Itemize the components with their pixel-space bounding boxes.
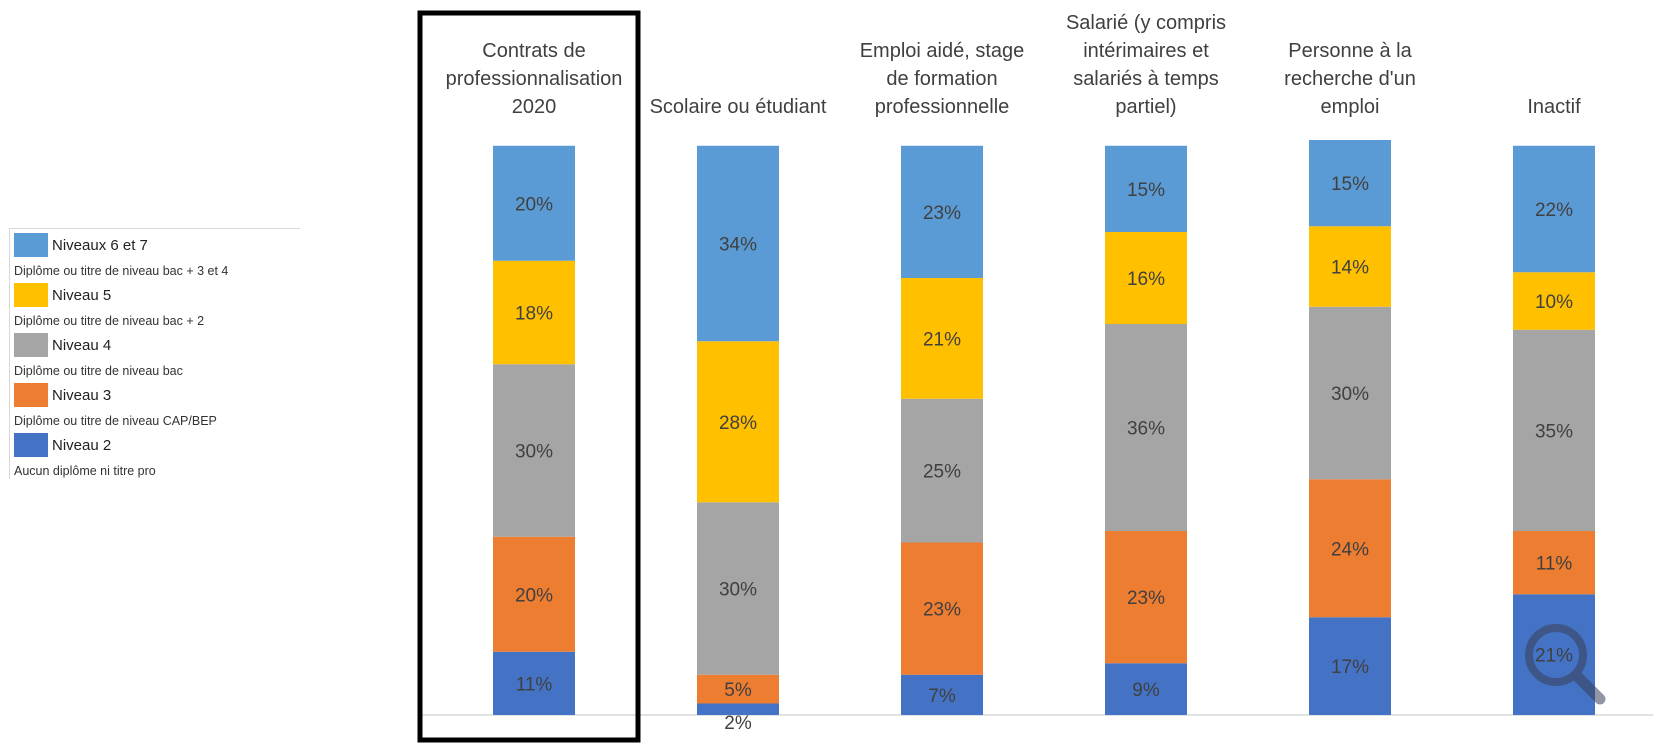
bar-segment-niveau-4-3 xyxy=(901,398,983,543)
bar-segment-niveau-2-4 xyxy=(1105,663,1187,715)
data-label: 11% xyxy=(1536,554,1573,575)
magnifier-icon[interactable] xyxy=(1525,624,1606,705)
bar-segment-niveaux-6-et-7-2 xyxy=(697,145,779,342)
data-label: 17% xyxy=(1331,657,1369,678)
legend-swatch-niveau-3 xyxy=(14,383,48,407)
data-label: 18% xyxy=(515,304,553,325)
data-label: 20% xyxy=(515,194,553,215)
legend-item-niveau-2: Niveau 2 Aucun diplôme ni titre pro xyxy=(10,429,300,479)
legend: Niveaux 6 et 7 Diplôme ou titre de nivea… xyxy=(9,228,300,479)
bar-segment-niveau-4-2 xyxy=(697,502,779,675)
legend-item-niveau-4: Niveau 4 Diplôme ou titre de niveau bac xyxy=(10,329,300,379)
data-label: 14% xyxy=(1331,258,1369,279)
data-label: 10% xyxy=(1535,292,1573,313)
bar-segment-niveau-3-2 xyxy=(697,674,779,704)
bar-segment-niveau-3-3 xyxy=(901,542,983,675)
legend-swatch-niveau-5 xyxy=(14,283,48,307)
legend-item-niveaux-6-7: Niveaux 6 et 7 Diplôme ou titre de nivea… xyxy=(10,229,300,279)
bar-segment-niveau-4-5 xyxy=(1309,306,1391,480)
bar-segment-niveau-2-5 xyxy=(1309,617,1391,715)
bar-segment-niveau-5-1 xyxy=(493,260,575,365)
bar-segment-niveaux-6-et-7-1 xyxy=(493,145,575,261)
bar-segment-niveaux-6-et-7-5 xyxy=(1309,140,1391,227)
legend-sublabel: Diplôme ou titre de niveau bac xyxy=(14,364,183,378)
data-label: 30% xyxy=(1331,384,1369,405)
legend-swatch-niveau-4 xyxy=(14,333,48,357)
legend-label: Niveau 5 xyxy=(52,287,112,304)
data-label: 11% xyxy=(516,674,553,695)
legend-sublabel: Diplôme ou titre de niveau bac + 2 xyxy=(14,314,205,328)
category-label-4: Salarié (y compris intérimaires et salarié… xyxy=(1066,12,1226,118)
data-label: 7% xyxy=(928,686,956,707)
legend-label: Niveau 4 xyxy=(52,337,112,354)
legend-sublabel: Diplôme ou titre de niveau bac + 3 et 4 xyxy=(14,264,229,278)
data-label: 23% xyxy=(923,600,961,621)
bar-segment-niveau-3-4 xyxy=(1105,531,1187,664)
legend-sublabel: Diplôme ou titre de niveau CAP/BEP xyxy=(14,414,217,428)
bar-segment-niveau-5-2 xyxy=(697,341,779,503)
category-label-3: Emploi aidé, stage de formation profession… xyxy=(860,40,1025,118)
legend-label: Niveau 2 xyxy=(52,437,112,454)
data-label: 23% xyxy=(1127,588,1165,609)
data-label: 36% xyxy=(1127,419,1165,440)
bar-segment-niveau-5-3 xyxy=(901,278,983,399)
data-label: 5% xyxy=(724,680,752,701)
legend-sublabel: Aucun diplôme ni titre pro xyxy=(14,464,156,478)
data-label: 21% xyxy=(1535,646,1573,667)
bar-segment-niveau-4-4 xyxy=(1105,324,1187,531)
legend-label: Niveaux 6 et 7 xyxy=(52,237,148,254)
bar-segment-niveau-2-1 xyxy=(493,651,575,715)
legend-swatch-niveaux-6-7 xyxy=(14,233,48,257)
bar-segment-niveau-4-6 xyxy=(1513,329,1595,531)
bar-segment-niveau-3-6 xyxy=(1513,531,1595,595)
bar-segment-niveau-5-4 xyxy=(1105,232,1187,324)
data-label: 22% xyxy=(1535,200,1573,221)
legend-item-niveau-3: Niveau 3 Diplôme ou titre de niveau CAP/… xyxy=(10,379,300,429)
data-label: 30% xyxy=(515,442,553,463)
highlight-box xyxy=(417,10,641,743)
bar-segment-niveau-5-6 xyxy=(1513,272,1595,330)
category-label-5: Personne à la recherche d'un emploi xyxy=(1284,40,1416,118)
data-label: 34% xyxy=(719,235,757,256)
bar-segment-niveau-5-5 xyxy=(1309,226,1391,307)
data-label: 15% xyxy=(1127,180,1165,201)
data-label: 2% xyxy=(724,713,752,734)
data-label: 15% xyxy=(1331,174,1369,195)
data-label: 35% xyxy=(1535,421,1573,442)
bar-segment-niveaux-6-et-7-6 xyxy=(1513,145,1595,273)
data-label: 25% xyxy=(923,462,961,483)
data-label: 16% xyxy=(1127,269,1165,290)
bar-segment-niveau-3-1 xyxy=(493,536,575,652)
data-label: 23% xyxy=(923,203,961,224)
data-label: 24% xyxy=(1331,539,1369,560)
category-label-1: Contrats de professionnalisation 2020 xyxy=(446,40,623,118)
category-label-6: Inactif xyxy=(1527,96,1581,118)
bar-segment-niveau-3-5 xyxy=(1309,479,1391,618)
legend-label: Niveau 3 xyxy=(52,387,112,404)
data-label: 20% xyxy=(515,585,553,606)
bar-segment-niveau-2-3 xyxy=(901,674,983,715)
bar-segment-niveau-4-1 xyxy=(493,364,575,537)
data-label: 21% xyxy=(923,329,961,350)
data-label: 30% xyxy=(719,580,757,601)
bar-segment-niveaux-6-et-7-3 xyxy=(901,145,983,278)
bar-segment-niveau-2-2 xyxy=(697,703,779,715)
data-label: 9% xyxy=(1132,680,1160,701)
category-label-2: Scolaire ou étudiant xyxy=(650,96,827,118)
legend-swatch-niveau-2 xyxy=(14,433,48,457)
bar-segment-niveaux-6-et-7-4 xyxy=(1105,145,1187,232)
legend-item-niveau-5: Niveau 5 Diplôme ou titre de niveau bac … xyxy=(10,279,300,329)
data-label: 28% xyxy=(719,413,757,434)
